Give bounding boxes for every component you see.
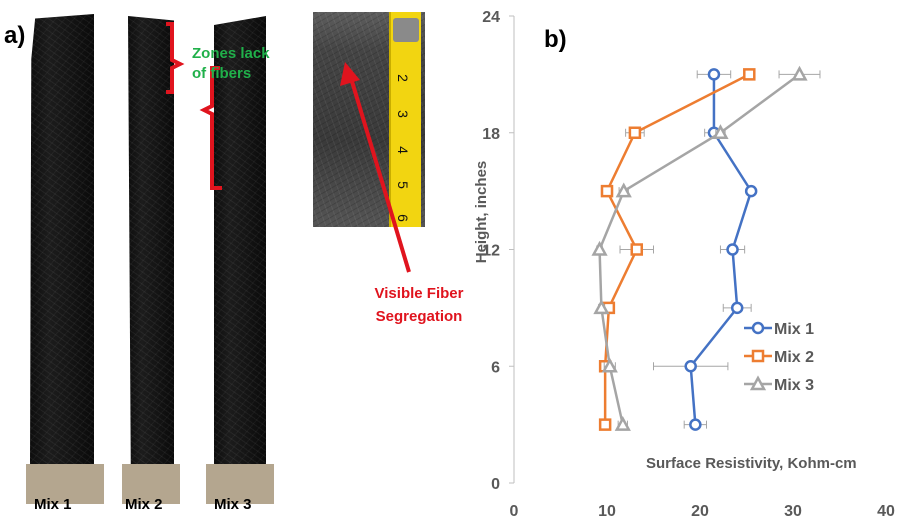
legend-item: Mix 1 <box>744 321 814 338</box>
data-point <box>601 357 618 373</box>
specimen-label-mix-2: Mix 2 <box>125 496 163 513</box>
fiber-segregation-annotation: Visible Fiber Segregation <box>355 282 483 328</box>
data-point <box>628 126 642 139</box>
data-point <box>726 243 739 256</box>
data-point <box>744 184 758 198</box>
y-tick-label: 6 <box>491 359 500 376</box>
panel-b-label: b) <box>544 26 567 53</box>
y-tick-label: 24 <box>482 9 500 26</box>
resistivity-height-chart: 0 6 12 18 24 0 10 20 30 40 Surface Resistivity, K… <box>473 9 895 520</box>
specimen-label-mix-3: Mix 3 <box>214 496 252 513</box>
segregation-arrow <box>340 62 411 273</box>
x-tick-label: 30 <box>784 503 802 520</box>
panel-a-label: a) <box>4 22 26 49</box>
zones-annotation-line-1: Zones lack <box>192 45 270 62</box>
segregation-annotation-line-1: Visible Fiber <box>374 285 464 302</box>
legend-item: Mix 3 <box>744 375 814 394</box>
data-point <box>630 243 644 256</box>
segregation-brackets <box>166 22 222 190</box>
data-point <box>707 68 721 81</box>
y-tick-label: 18 <box>482 126 500 143</box>
data-point <box>751 349 765 363</box>
data-point <box>615 182 632 198</box>
legend-label: Mix 3 <box>774 377 814 394</box>
x-tick-label: 10 <box>598 503 616 520</box>
data-point <box>749 375 767 391</box>
legend-item: Mix 2 <box>744 349 814 366</box>
data-point <box>684 360 697 373</box>
x-tick-label: 40 <box>877 503 895 520</box>
data-point <box>614 416 631 431</box>
legend-label: Mix 2 <box>774 349 814 366</box>
zones-annotation-line-2: of fibers <box>192 65 252 82</box>
x-axis-label: Surface Resistivity, Kohm-cm <box>646 455 857 472</box>
data-point <box>593 299 610 315</box>
segregation-annotation-line-2: Segregation <box>375 308 463 325</box>
specimen-label-mix-1: Mix 1 <box>34 496 72 513</box>
chart-axes: 0 6 12 18 24 0 10 20 30 40 <box>482 9 895 520</box>
series-mix-1 <box>653 68 758 431</box>
x-tick-label: 20 <box>691 503 709 520</box>
data-point <box>600 184 614 198</box>
y-tick-label: 0 <box>491 476 500 493</box>
tape-measure: 2 3 4 5 6 <box>389 12 421 227</box>
data-point <box>591 240 608 256</box>
data-point <box>791 65 808 81</box>
closeup-photo: 2 3 4 5 6 <box>313 12 425 227</box>
chart-series <box>591 65 821 431</box>
y-axis-label: Height, inches <box>473 161 490 264</box>
data-point <box>689 418 702 431</box>
data-point <box>730 301 744 315</box>
specimen-photo-mix-1 <box>26 14 104 504</box>
chart-legend: Mix 1 Mix 2 Mix 3 <box>744 321 814 394</box>
legend-label: Mix 1 <box>774 321 814 338</box>
data-point <box>712 124 729 139</box>
y-tick-label: 12 <box>482 243 500 260</box>
zones-lack-fibers-annotation: Zones lack of fibers <box>192 44 270 84</box>
data-point <box>743 68 756 81</box>
data-point <box>751 321 765 335</box>
series-mix-3 <box>591 65 821 431</box>
specimen-photo-mix-3 <box>206 14 274 504</box>
data-point <box>598 418 612 431</box>
x-tick-label: 0 <box>510 503 519 520</box>
